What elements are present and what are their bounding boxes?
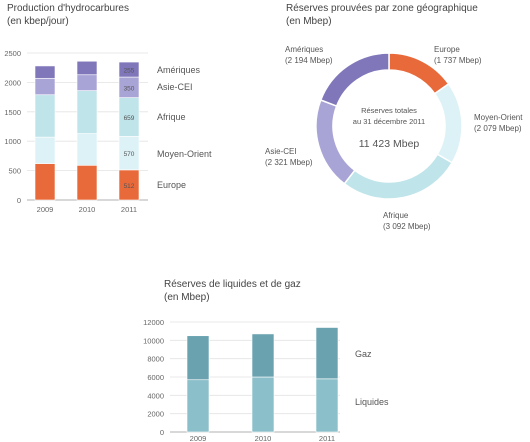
chart1-subtitle: (en kbep/jour) (7, 16, 69, 27)
chart1-title: Production d'hydrocarbures (7, 3, 129, 14)
chart2-slice (343, 153, 454, 200)
chart2-slice-value: (1 737 Mbep) (434, 56, 482, 65)
chart3-x-axis: 2009 2010 2011 (190, 434, 335, 442)
chart3-y-tick-label: 2000 (147, 410, 164, 419)
chart1-bar-segment (76, 90, 98, 134)
chart1-legend-item: Asie-CEI (157, 82, 193, 92)
chart2-slice-name: Asie-CEI (265, 147, 297, 156)
chart1-bar-segment (34, 94, 56, 138)
chart1-bar-segment (34, 163, 56, 201)
chart1-bar-segment (76, 133, 98, 166)
chart1-bar-segment (34, 65, 56, 79)
chart2-title: Réserves prouvées par zone géographique (286, 3, 478, 14)
chart1-legend: Amériques Asie-CEI Afrique Moyen-Orient Euro… (157, 65, 212, 190)
chart1-bar-segment (76, 74, 98, 91)
chart3-bar-segment (315, 327, 339, 380)
chart1-legend-item: Europe (157, 180, 186, 190)
chart3-x-tick-label: 2011 (319, 434, 335, 442)
chart2-slice (319, 52, 390, 108)
chart1-bar-segment (34, 136, 56, 164)
chart2-slice-value: (2 321 Mbep) (265, 158, 313, 167)
chart3-bar-segment (186, 335, 210, 381)
chart1-data-label: 570 (124, 151, 135, 158)
chart3-x-tick-label: 2010 (255, 434, 272, 442)
chart3-subtitle: (en Mbep) (164, 292, 210, 303)
chart2-center-label-1: Réserves totales (361, 106, 417, 115)
chart2-slice-name: Afrique (383, 211, 409, 220)
chart3-y-tick-label: 10000 (143, 336, 164, 345)
chart2-slice (315, 99, 356, 185)
chart1-legend-item: Moyen-Orient (157, 149, 212, 159)
chart3-legend-item: Liquides (355, 397, 389, 407)
chart3-y-axis: 0 2000 4000 6000 8000 10000 12000 (143, 318, 164, 437)
chart2-slice-labels: Europe (1 737 Mbep) Moyen-Orient (2 079 Mbe… (265, 45, 523, 231)
chart1-x-axis: 2009 2010 2011 (37, 205, 137, 214)
chart1-y-tick-label: 2000 (4, 78, 21, 87)
chart1-y-tick-label: 2500 (4, 49, 21, 58)
chart3-y-tick-label: 12000 (143, 318, 164, 327)
chart1-x-tick-label: 2009 (37, 205, 54, 214)
chart3-bar-segment (251, 333, 275, 378)
chart1-data-label: 350 (124, 85, 135, 92)
chart1-bar-segment (34, 77, 56, 96)
chart1-data-label: 255 (124, 68, 135, 75)
chart3-bars (186, 327, 339, 433)
chart1-bar-segment (76, 60, 98, 76)
chart1-data-labels: 512 570 659 350 255 (124, 68, 135, 190)
chart2-slice-name: Moyen-Orient (474, 113, 523, 122)
chart1-x-tick-label: 2010 (79, 205, 96, 214)
chart3-legend-item: Gaz (355, 349, 372, 359)
chart2-slice-value: (3 092 Mbep) (383, 222, 431, 231)
chart1-bar-segment (118, 61, 140, 78)
chart1-y-tick-label: 1500 (4, 108, 21, 117)
chart3-legend: Gaz Liquides (355, 349, 389, 407)
chart1-y-tick-label: 500 (8, 167, 21, 176)
chart1-y-axis: 0 500 1000 1500 2000 2500 (4, 49, 21, 205)
chart1-legend-item: Afrique (157, 112, 186, 122)
chart1-data-label: 659 (124, 115, 135, 122)
chart2-slice-value: (2 079 Mbep) (474, 124, 522, 133)
chart2-slice (433, 82, 463, 164)
chart2-donut (315, 52, 463, 200)
chart2-total: 11 423 Mbep (359, 138, 420, 150)
chart3-y-tick-label: 4000 (147, 391, 164, 400)
chart3-bar-segment (186, 379, 210, 433)
chart1-data-label: 512 (124, 183, 135, 190)
chart1-bar-segment (76, 165, 98, 201)
chart2-slice-name: Europe (434, 45, 460, 54)
chart1-legend-item: Amériques (157, 65, 201, 75)
chart2-center-label-2: au 31 décembre 2011 (353, 117, 425, 126)
chart3-title: Réserves de liquides et de gaz (164, 279, 301, 290)
chart3-y-tick-label: 8000 (147, 355, 164, 364)
chart1-bars (34, 60, 140, 201)
chart1-y-tick-label: 1000 (4, 137, 21, 146)
chart3-y-tick-label: 0 (160, 428, 164, 437)
chart2-slice-name: Amériques (285, 45, 323, 54)
chart3-y-tick-label: 6000 (147, 373, 164, 382)
chart1-x-tick-label: 2011 (121, 205, 137, 214)
chart1-y-tick-label: 0 (17, 196, 21, 205)
chart3-bar-segment (251, 376, 275, 433)
chart3-bar-segment (315, 378, 339, 433)
chart2-subtitle: (en Mbep) (286, 16, 332, 27)
chart3-x-tick-label: 2009 (190, 434, 207, 442)
chart2-slice-value: (2 194 Mbep) (285, 56, 333, 65)
